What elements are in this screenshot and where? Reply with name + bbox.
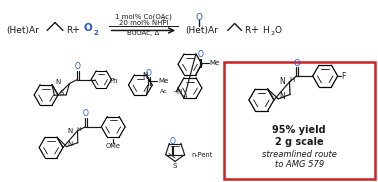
Text: 1 mol% Co(OAc): 1 mol% Co(OAc) (115, 13, 172, 20)
Text: N: N (68, 141, 73, 147)
Text: O: O (274, 26, 281, 35)
Text: to AMG 579: to AMG 579 (274, 160, 324, 169)
Text: 95% yield: 95% yield (272, 125, 326, 135)
Text: Me: Me (210, 60, 220, 66)
Bar (224, 62, 375, 179)
Text: N: N (68, 128, 73, 134)
Text: n-Pent: n-Pent (192, 152, 213, 158)
Text: OMe: OMe (106, 143, 121, 149)
Text: H: H (262, 26, 269, 35)
Text: Me: Me (158, 78, 169, 84)
Text: R: R (66, 26, 72, 35)
Text: S: S (173, 163, 177, 169)
Text: S: S (60, 90, 64, 96)
Text: R: R (245, 26, 251, 35)
Text: O: O (169, 137, 175, 146)
Text: (Het)Ar: (Het)Ar (6, 26, 39, 35)
Text: 20 mol% NHPI: 20 mol% NHPI (119, 19, 168, 25)
Text: O: O (83, 109, 89, 118)
Text: H: H (289, 77, 294, 83)
Text: N: N (176, 89, 181, 95)
Text: 2: 2 (94, 30, 99, 36)
Text: O: O (84, 23, 93, 33)
Text: 2 g scale: 2 g scale (275, 137, 324, 147)
Text: N: N (279, 77, 285, 86)
Text: 2: 2 (161, 17, 164, 22)
Text: N: N (143, 72, 148, 81)
Text: H: H (182, 95, 187, 100)
Text: +: + (71, 25, 79, 35)
Text: H: H (76, 126, 81, 132)
Text: N: N (279, 92, 285, 101)
Text: F: F (342, 72, 346, 80)
Text: O: O (74, 62, 81, 71)
Text: (Het)Ar: (Het)Ar (185, 26, 218, 35)
Text: +: + (251, 25, 259, 35)
Text: O: O (197, 50, 203, 59)
Text: —: — (173, 90, 179, 94)
Text: Ac: Ac (160, 90, 168, 94)
Text: O: O (195, 13, 203, 22)
Text: N: N (56, 79, 60, 85)
Text: O: O (146, 69, 152, 78)
Text: Ph: Ph (110, 78, 118, 84)
Text: 2: 2 (270, 31, 274, 36)
Text: BuOAc, Δ: BuOAc, Δ (127, 30, 160, 36)
Text: O: O (294, 59, 300, 68)
Text: streamlined route: streamlined route (262, 150, 336, 159)
